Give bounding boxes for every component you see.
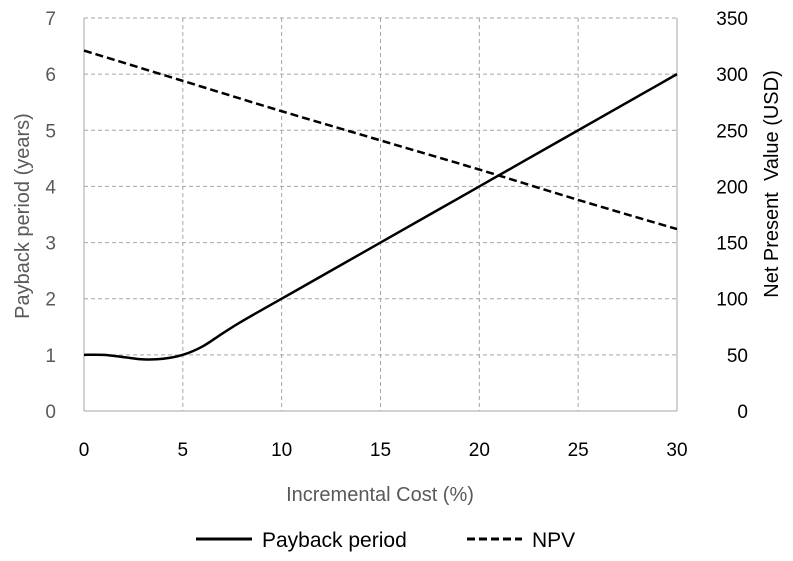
x-axis-ticks: 0 5 10 15 20 25 30 [79, 440, 688, 461]
y-left-tick-label: 4 [45, 177, 56, 198]
x-axis-title: Incremental Cost (%) [286, 484, 474, 506]
x-tick-label: 15 [370, 440, 391, 461]
x-tick-label: 30 [666, 440, 687, 461]
y-right-tick-label: 300 [716, 65, 748, 86]
y-right-tick-label: 100 [716, 290, 748, 311]
y-left-tick-label: 3 [45, 234, 56, 255]
y-left-axis-title: Payback period (years) [12, 113, 34, 319]
y-right-axis-title: Net Present Value (USD) [761, 70, 783, 298]
y-right-tick-label: 350 [716, 9, 748, 30]
grid [83, 17, 678, 412]
y-right-tick-label: 250 [716, 121, 748, 142]
y-left-tick-label: 2 [45, 290, 56, 311]
y-right-axis-ticks: 0 50 100 150 200 250 300 350 [716, 9, 748, 423]
x-tick-label: 5 [178, 440, 189, 461]
y-left-tick-label: 7 [45, 9, 56, 30]
legend: Payback period NPV [196, 529, 575, 552]
x-tick-label: 10 [271, 440, 292, 461]
series-group [83, 49, 678, 361]
x-tick-label: 0 [79, 440, 90, 461]
series-line-npv [83, 49, 678, 231]
series-line-payback-period [83, 73, 678, 361]
y-right-tick-label: 50 [727, 346, 748, 367]
legend-label-npv: NPV [532, 529, 575, 552]
y-left-tick-label: 1 [45, 346, 56, 367]
x-tick-label: 25 [568, 440, 589, 461]
x-tick-label: 20 [469, 440, 490, 461]
y-left-tick-label: 5 [45, 121, 56, 142]
legend-label-payback: Payback period [262, 529, 407, 552]
y-left-tick-label: 6 [45, 65, 56, 86]
y-right-tick-label: 200 [716, 177, 748, 198]
y-left-tick-label: 0 [45, 402, 56, 423]
y-left-axis-ticks: 0 1 2 3 4 5 6 7 [45, 9, 56, 423]
y-right-tick-label: 0 [737, 402, 748, 423]
y-right-tick-label: 150 [716, 234, 748, 255]
